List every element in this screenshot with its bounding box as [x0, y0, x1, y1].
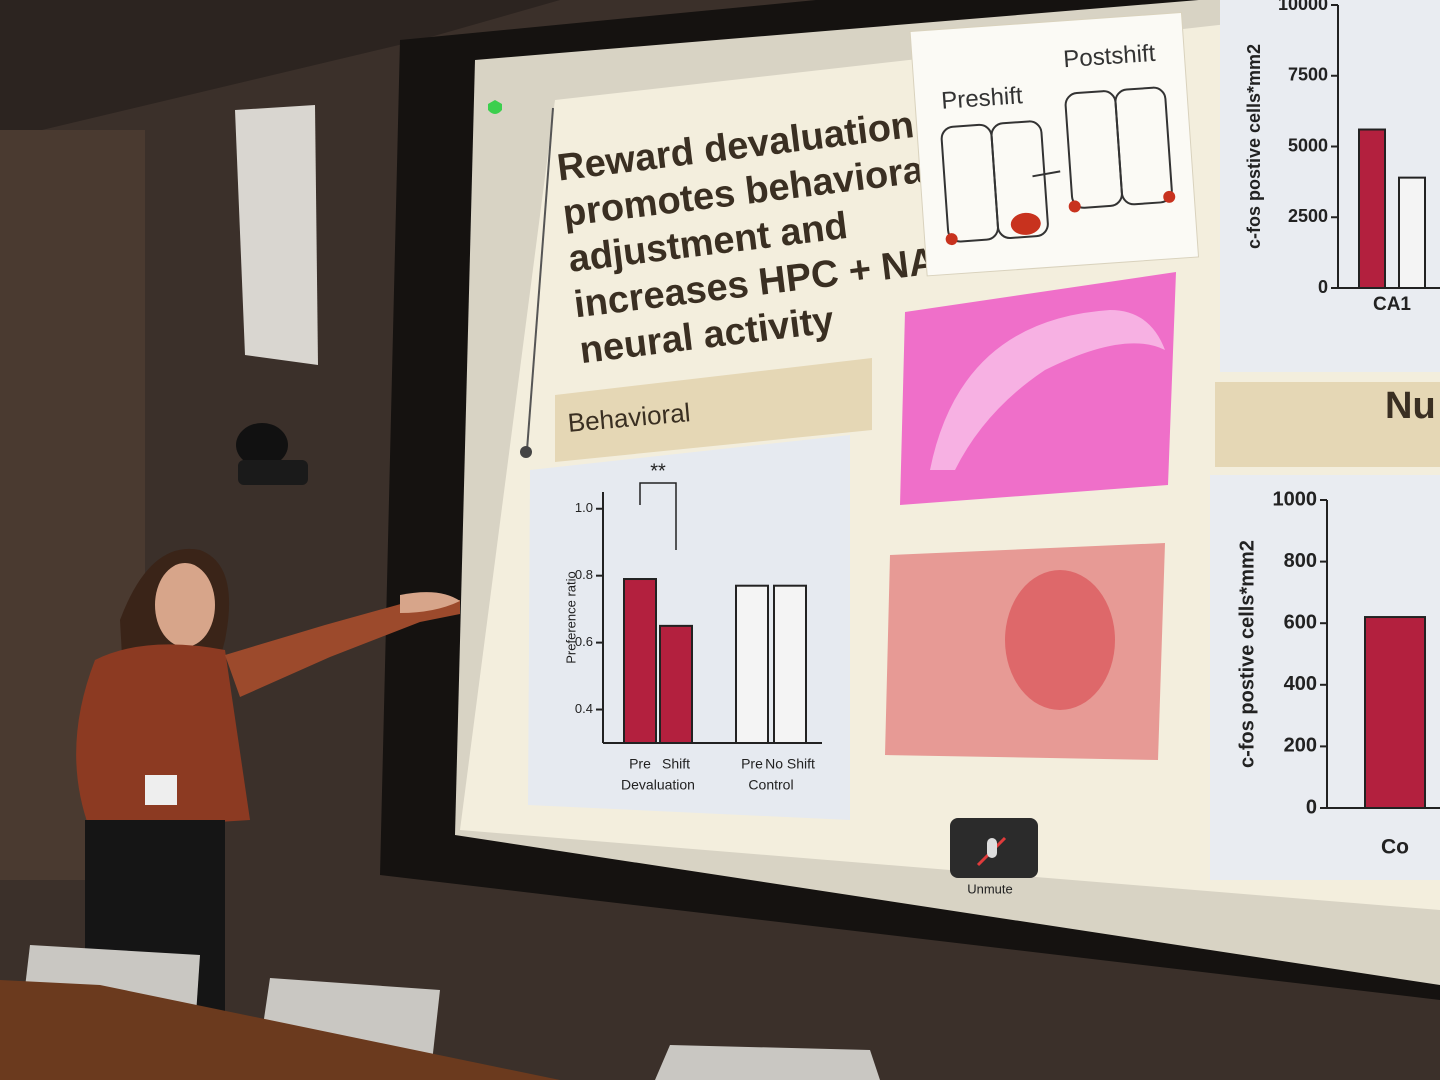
bar [773, 584, 807, 744]
diagram: Preshift Postshift [909, 11, 1200, 277]
face [155, 563, 215, 647]
reward-small [1163, 190, 1176, 203]
nucleus-stain [1005, 570, 1115, 710]
y-axis-label: c-fos postive cells*mm2 [1236, 540, 1258, 768]
hippocampus [930, 310, 1165, 470]
reward-large [1010, 212, 1041, 235]
group-label: Control [748, 777, 793, 793]
y-tick-label: 1000 [1273, 488, 1318, 510]
speaker [235, 105, 318, 365]
x-tick-label: No Shift [765, 756, 815, 772]
y-tick-label: 0 [1318, 277, 1328, 297]
y-tick-label: 800 [1284, 550, 1317, 572]
bar [735, 584, 769, 744]
slide-rule-dot [520, 446, 532, 458]
badge [145, 775, 177, 805]
camera [236, 423, 288, 467]
diagram-box [909, 11, 1200, 277]
diagram-label: Preshift [940, 82, 1023, 115]
arm [225, 600, 460, 697]
histology-image [900, 272, 1176, 505]
bar [1358, 128, 1386, 289]
y-axis-label: c-fos postive cells*mm2 [1244, 44, 1264, 249]
diagram-label: Postshift [1062, 40, 1156, 73]
chair [655, 1045, 880, 1080]
y-tick-label: 0.4 [575, 701, 593, 716]
bar [1364, 616, 1426, 809]
bar [623, 578, 657, 744]
group-label: Devaluation [621, 777, 695, 793]
y-tick-label: 600 [1284, 611, 1317, 633]
maze-arm [1114, 86, 1173, 206]
y-tick-label: 10000 [1278, 0, 1328, 14]
y-axis-label: Preference ratio [563, 571, 578, 664]
y-tick-label: 7500 [1288, 65, 1328, 85]
shield-icon [488, 100, 502, 114]
significance-bracket [639, 482, 677, 550]
hand [400, 592, 460, 613]
bar [659, 624, 693, 744]
section-header [1215, 382, 1440, 467]
y-tick-label: 1.0 [575, 500, 593, 515]
blouse [76, 644, 251, 830]
section-header-text: Nu [1385, 385, 1436, 427]
ceiling [0, 0, 560, 140]
significance-label: ** [650, 460, 666, 482]
y-tick-label: 0 [1306, 796, 1317, 818]
reward-small [945, 233, 958, 246]
x-tick-label: Pre [629, 756, 651, 772]
charts: Preference ratio 1.0 0.8 0.6 0.4 Pre Shift Deva… [563, 0, 1440, 859]
y-tick-label: 0.8 [575, 567, 593, 582]
unmute-label[interactable]: Unmute [967, 881, 1013, 896]
group-label: CA1 [1373, 294, 1411, 315]
group-label: Co [1381, 836, 1409, 859]
bar [1398, 176, 1426, 290]
arrow [1032, 170, 1061, 178]
x-tick-label: Shift [662, 756, 690, 772]
y-tick-label: 400 [1284, 673, 1317, 695]
x-tick-label: Pre [741, 756, 763, 772]
table [0, 980, 560, 1080]
y-tick-label: 0.6 [575, 634, 593, 649]
reward-small [1068, 200, 1081, 213]
maze-arm [990, 120, 1049, 240]
slide-rule [526, 107, 554, 451]
y-tick-label: 5000 [1288, 135, 1328, 155]
mic-icon [987, 838, 997, 858]
section-header [555, 358, 872, 462]
y-tick-label: 200 [1284, 735, 1317, 757]
y-tick-label: 2500 [1288, 206, 1328, 226]
camera-base [238, 460, 308, 485]
